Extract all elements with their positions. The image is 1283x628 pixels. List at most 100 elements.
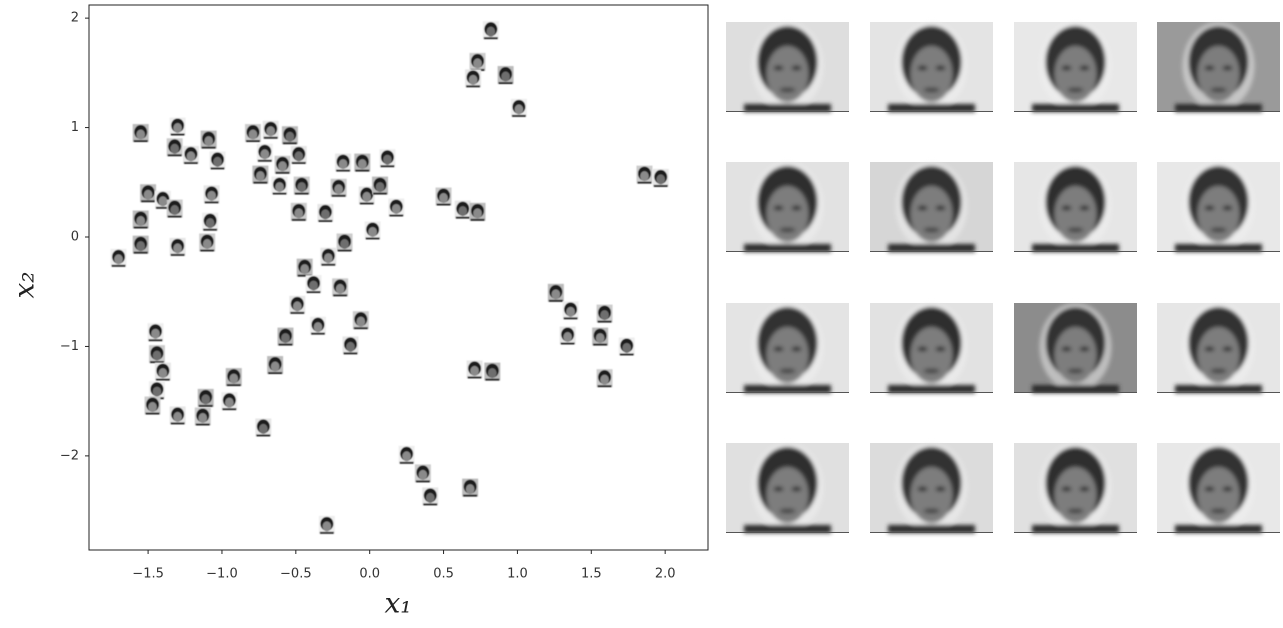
face-skin	[766, 186, 809, 242]
face-thumbnail	[274, 155, 291, 174]
face-blur	[1175, 22, 1262, 112]
face-thumbnail	[652, 168, 669, 187]
face-thumbnail	[277, 327, 294, 346]
generated-face	[726, 443, 849, 533]
thumb-face	[640, 171, 649, 182]
thumb-face	[309, 280, 318, 291]
thumb-body	[619, 353, 634, 356]
thumb-body	[563, 317, 578, 320]
face-thumbnail	[169, 237, 186, 256]
face-shoulders	[888, 525, 975, 533]
thumb-face	[173, 243, 182, 254]
face-thumbnail	[422, 487, 439, 506]
thumb-face	[595, 333, 605, 344]
face-skin	[1054, 186, 1097, 242]
face-blur	[1175, 303, 1262, 393]
face-thumbnail	[547, 283, 564, 302]
face-thumbnail	[465, 69, 482, 88]
face-thumbnail	[510, 98, 527, 117]
face-thumbnail	[252, 165, 269, 184]
thumb-face	[198, 412, 208, 423]
face-eye	[1061, 486, 1072, 492]
face-eye	[1204, 65, 1215, 71]
face-mouth	[1210, 368, 1227, 374]
generated-face	[726, 303, 849, 393]
thumb-face	[418, 469, 428, 480]
thumb-face	[356, 316, 366, 327]
x-tick-label: 1.5	[581, 567, 602, 582]
face-eye	[773, 346, 784, 352]
face-thumbnail	[358, 186, 375, 205]
face-eye	[1204, 346, 1215, 352]
thumb-face	[114, 254, 123, 265]
y-tick-label: −1	[60, 339, 79, 354]
thumb-body	[170, 133, 185, 136]
face-eye	[1061, 205, 1072, 211]
face-shoulders	[1175, 525, 1262, 533]
thumb-face	[358, 159, 367, 170]
face-eye	[1222, 65, 1233, 71]
thumb-body	[183, 161, 198, 164]
face-eye	[1222, 486, 1233, 492]
face-eye	[791, 65, 802, 71]
face-thumbnail	[199, 233, 216, 252]
face-thumbnail	[318, 515, 335, 534]
face-thumbnail	[132, 210, 149, 229]
face-thumbnail	[169, 406, 186, 425]
face-thumbnail	[484, 362, 501, 381]
face-skin	[1054, 46, 1097, 102]
thumb-face	[173, 122, 182, 133]
face-mouth	[923, 368, 940, 374]
thumb-body	[297, 274, 312, 277]
thumb-face	[202, 238, 212, 249]
thumb-body	[226, 384, 241, 387]
face-skin	[766, 327, 809, 383]
face-mouth	[1210, 508, 1227, 514]
face-mouth	[1067, 368, 1084, 374]
thumb-body	[321, 263, 336, 266]
thumb-body	[155, 378, 170, 381]
thumb-face	[514, 104, 524, 115]
face-eye	[1079, 65, 1090, 71]
face-shoulders	[888, 104, 975, 112]
face-thumbnail	[225, 368, 242, 387]
thumb-body	[353, 327, 368, 330]
thumb-face	[260, 149, 270, 160]
thumb-body	[436, 203, 451, 206]
thumb-body	[245, 140, 260, 143]
generated-face	[1014, 443, 1137, 533]
thumb-face	[152, 350, 162, 361]
thumb-face	[205, 218, 215, 229]
generated-face	[1157, 162, 1280, 252]
thumb-body	[133, 251, 148, 254]
thumb-body	[210, 167, 225, 170]
face-skin	[1197, 467, 1240, 523]
thumb-face	[259, 423, 268, 434]
thumb-body	[170, 422, 185, 425]
face-eye	[1079, 486, 1090, 492]
generated-face	[1014, 22, 1137, 112]
face-skin	[1197, 46, 1240, 102]
thumb-face	[148, 402, 157, 413]
y-tick-label: 0	[71, 230, 79, 245]
thumb-face	[248, 129, 258, 140]
face-thumbnail	[289, 295, 306, 314]
face-thumbnail	[618, 337, 635, 356]
y-axis-label: x₂	[8, 271, 41, 298]
thumb-face	[173, 411, 182, 422]
thumb-face	[229, 373, 239, 384]
thumb-face	[152, 386, 162, 397]
thumb-body	[148, 339, 163, 342]
face-eye	[935, 65, 946, 71]
face-thumbnail	[221, 392, 238, 411]
thumb-face	[285, 131, 295, 142]
thumb-body	[204, 201, 219, 204]
face-eye	[791, 205, 802, 211]
thumb-body	[466, 85, 481, 88]
face-eye	[791, 346, 802, 352]
thumb-body	[337, 249, 352, 252]
face-eye	[1061, 346, 1072, 352]
face-mouth	[779, 227, 796, 233]
thumb-body	[463, 494, 478, 497]
